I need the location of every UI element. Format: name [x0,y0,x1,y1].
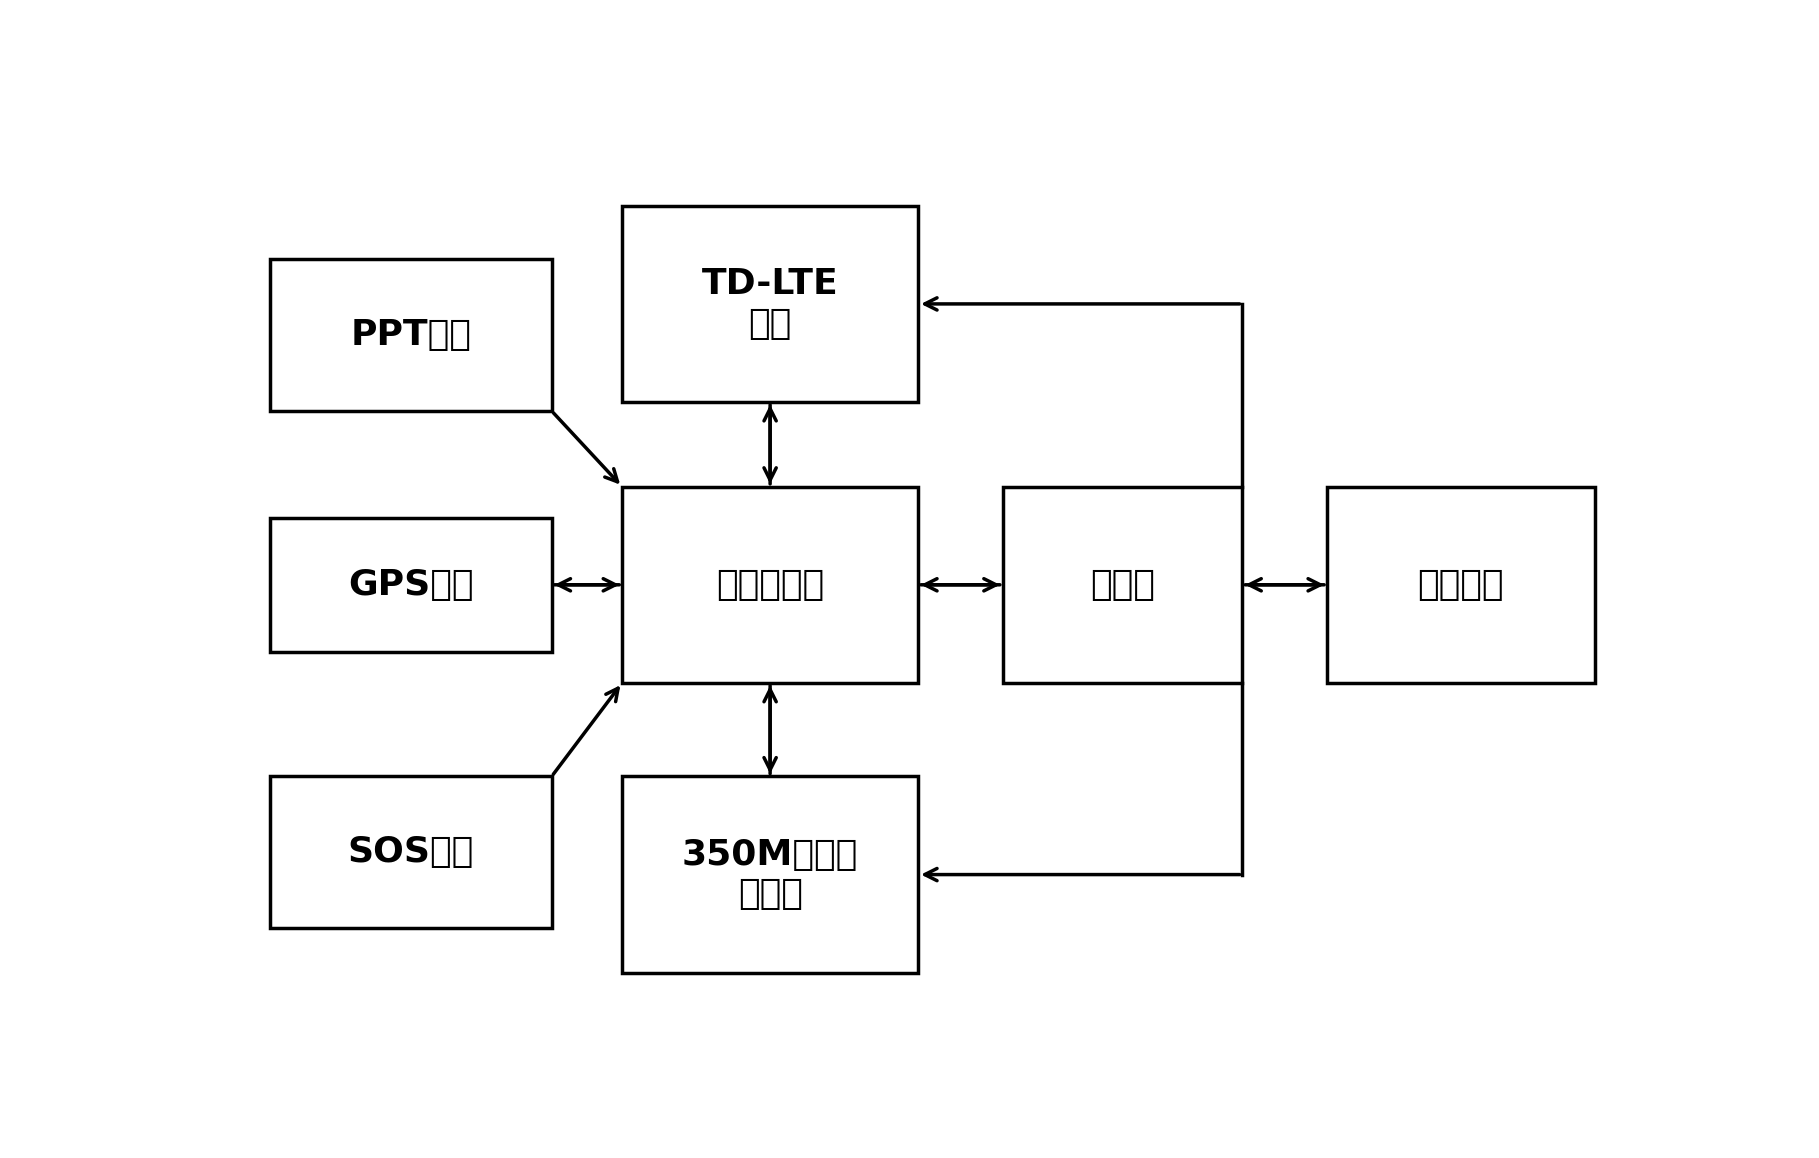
Text: 350M模拟集
群模块: 350M模拟集 群模块 [682,838,859,911]
Text: 扬声设备: 扬声设备 [1417,567,1504,602]
Text: 应用处理器: 应用处理器 [717,567,824,602]
Bar [269,777,551,928]
Bar [622,777,919,973]
Text: GPS模块: GPS模块 [347,567,473,602]
Bar [1326,486,1595,683]
Bar [622,206,919,402]
Text: TD-LTE
模块: TD-LTE 模块 [702,267,839,340]
Bar [622,486,919,683]
Text: PPT按鈕: PPT按鈕 [351,318,471,352]
Text: SOS按鈕: SOS按鈕 [347,835,473,870]
Text: 切换器: 切换器 [1090,567,1155,602]
Bar [1002,486,1242,683]
Bar [269,259,551,411]
Bar [269,518,551,652]
